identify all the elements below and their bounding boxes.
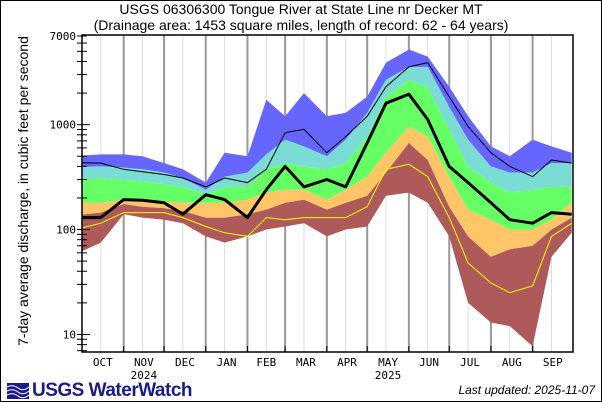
x-tick-label: MAR	[296, 356, 316, 369]
x-tick-label: APR	[337, 356, 357, 369]
x-tick-label: MAY	[378, 356, 398, 369]
logo-text: USGS WaterWatch	[32, 380, 193, 401]
percentile-bands	[82, 49, 572, 347]
y-tick-label: 1000	[50, 119, 77, 132]
chart-title: USGS 06306300 Tongue River at State Line…	[119, 1, 483, 17]
year-label: 2024	[131, 369, 158, 382]
series-lines	[81, 62, 572, 294]
y-tick-label: 100	[56, 224, 76, 237]
plot-border	[81, 34, 574, 353]
x-tick-label: JUN	[419, 356, 439, 369]
percentile-band-1	[82, 142, 572, 347]
x-tick-label: AUG	[502, 356, 522, 369]
x-tick-label: DEC	[175, 356, 195, 369]
x-tick-label: OCT	[93, 356, 113, 369]
usgs-wave-icon	[7, 382, 29, 399]
x-tick-label: JUL	[460, 356, 480, 369]
x-tick-label: JAN	[217, 356, 237, 369]
x-tick-label: SEP	[543, 356, 563, 369]
chart-subtitle: (Drainage area: 1453 square miles, lengt…	[93, 17, 509, 33]
y-tick-label: 7000	[50, 30, 77, 43]
series-line-1	[81, 163, 572, 294]
usgs-waterwatch-logo[interactable]: USGS WaterWatch	[7, 380, 193, 401]
series-line-3	[82, 92, 572, 225]
last-updated: Last updated: 2025-11-07	[458, 383, 595, 397]
percentile-band-4	[82, 66, 572, 195]
percentile-band-5	[82, 49, 572, 190]
series-line-2	[81, 62, 572, 188]
percentile-band-2	[82, 126, 572, 257]
axes	[77, 34, 574, 353]
year-label: 2025	[375, 369, 402, 382]
x-tick-label: NOV	[134, 356, 154, 369]
percentile-band-3	[82, 79, 572, 230]
x-tick-label: FEB	[256, 356, 276, 369]
y-tick-label: 10	[63, 328, 76, 341]
